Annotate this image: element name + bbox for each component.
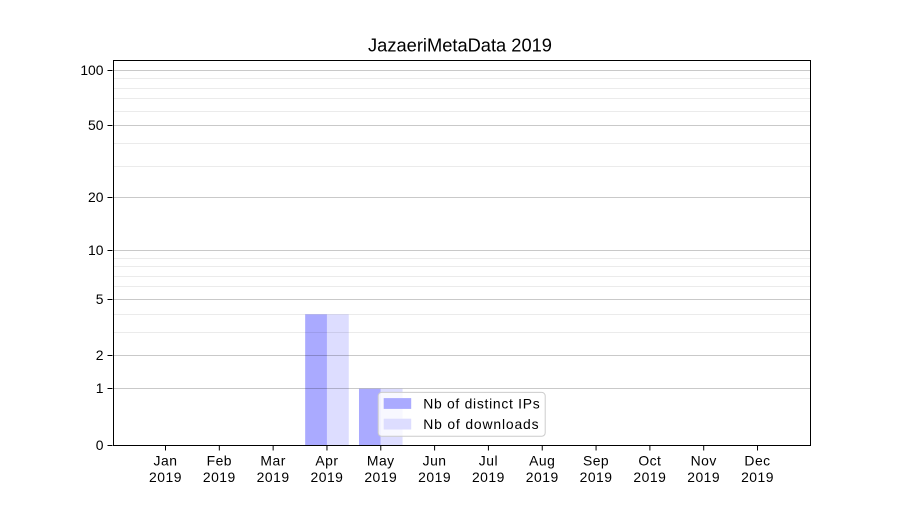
svg-text:0: 0: [96, 437, 104, 453]
svg-text:Aug: Aug: [529, 453, 555, 469]
svg-text:May: May: [367, 453, 395, 469]
svg-text:Jan: Jan: [154, 453, 178, 469]
svg-text:Jul: Jul: [479, 453, 498, 469]
svg-text:2019: 2019: [741, 469, 774, 485]
svg-text:100: 100: [80, 62, 103, 78]
svg-text:Nov: Nov: [691, 453, 717, 469]
svg-text:2019: 2019: [526, 469, 559, 485]
svg-text:2019: 2019: [311, 469, 344, 485]
svg-text:2019: 2019: [580, 469, 613, 485]
svg-text:2019: 2019: [687, 469, 720, 485]
svg-text:2019: 2019: [472, 469, 505, 485]
svg-text:2019: 2019: [149, 469, 182, 485]
svg-text:Apr: Apr: [315, 453, 338, 469]
svg-text:2019: 2019: [633, 469, 666, 485]
svg-text:2019: 2019: [203, 469, 236, 485]
svg-text:Jun: Jun: [423, 453, 447, 469]
svg-text:2: 2: [96, 347, 104, 363]
svg-text:2019: 2019: [418, 469, 451, 485]
svg-text:50: 50: [88, 117, 104, 133]
svg-text:1: 1: [96, 380, 104, 396]
svg-text:2019: 2019: [364, 469, 397, 485]
svg-text:10: 10: [88, 242, 104, 258]
svg-text:Dec: Dec: [744, 453, 770, 469]
svg-text:2019: 2019: [257, 469, 290, 485]
svg-text:20: 20: [88, 189, 104, 205]
svg-text:Oct: Oct: [638, 453, 661, 469]
svg-text:Nb of downloads: Nb of downloads: [423, 416, 539, 432]
svg-text:JazaeriMetaData 2019: JazaeriMetaData 2019: [368, 35, 552, 56]
svg-text:5: 5: [96, 291, 104, 307]
svg-text:Sep: Sep: [583, 453, 609, 469]
svg-text:Mar: Mar: [260, 453, 285, 469]
svg-text:Feb: Feb: [207, 453, 232, 469]
svg-text:Nb of distinct IPs: Nb of distinct IPs: [423, 395, 540, 411]
